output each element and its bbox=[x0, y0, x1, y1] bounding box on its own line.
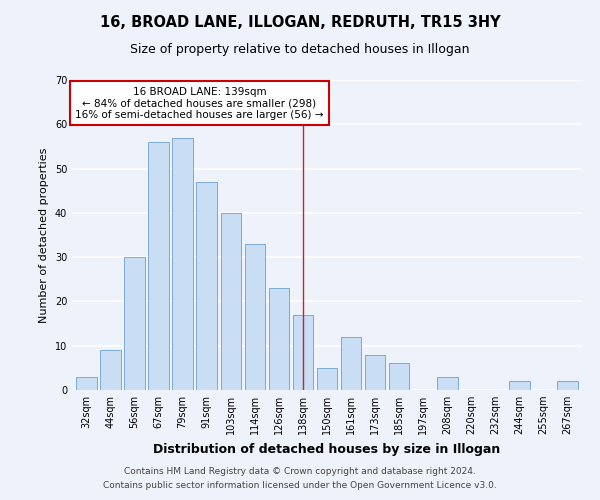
Bar bbox=[509, 381, 530, 390]
Bar bbox=[557, 381, 578, 390]
Bar bbox=[365, 354, 385, 390]
Bar bbox=[245, 244, 265, 390]
Bar bbox=[341, 337, 361, 390]
Bar bbox=[317, 368, 337, 390]
Bar bbox=[100, 350, 121, 390]
Text: Contains public sector information licensed under the Open Government Licence v3: Contains public sector information licen… bbox=[103, 481, 497, 490]
Text: Size of property relative to detached houses in Illogan: Size of property relative to detached ho… bbox=[130, 42, 470, 56]
Bar bbox=[124, 257, 145, 390]
Bar bbox=[437, 376, 458, 390]
Bar bbox=[76, 376, 97, 390]
Text: Contains HM Land Registry data © Crown copyright and database right 2024.: Contains HM Land Registry data © Crown c… bbox=[124, 467, 476, 476]
Bar bbox=[221, 213, 241, 390]
Bar bbox=[269, 288, 289, 390]
Bar bbox=[172, 138, 193, 390]
Bar bbox=[293, 314, 313, 390]
Bar bbox=[389, 364, 409, 390]
Bar bbox=[196, 182, 217, 390]
Text: 16, BROAD LANE, ILLOGAN, REDRUTH, TR15 3HY: 16, BROAD LANE, ILLOGAN, REDRUTH, TR15 3… bbox=[100, 15, 500, 30]
Text: 16 BROAD LANE: 139sqm
← 84% of detached houses are smaller (298)
16% of semi-det: 16 BROAD LANE: 139sqm ← 84% of detached … bbox=[75, 86, 324, 120]
Bar bbox=[148, 142, 169, 390]
X-axis label: Distribution of detached houses by size in Illogan: Distribution of detached houses by size … bbox=[154, 442, 500, 456]
Y-axis label: Number of detached properties: Number of detached properties bbox=[39, 148, 49, 322]
